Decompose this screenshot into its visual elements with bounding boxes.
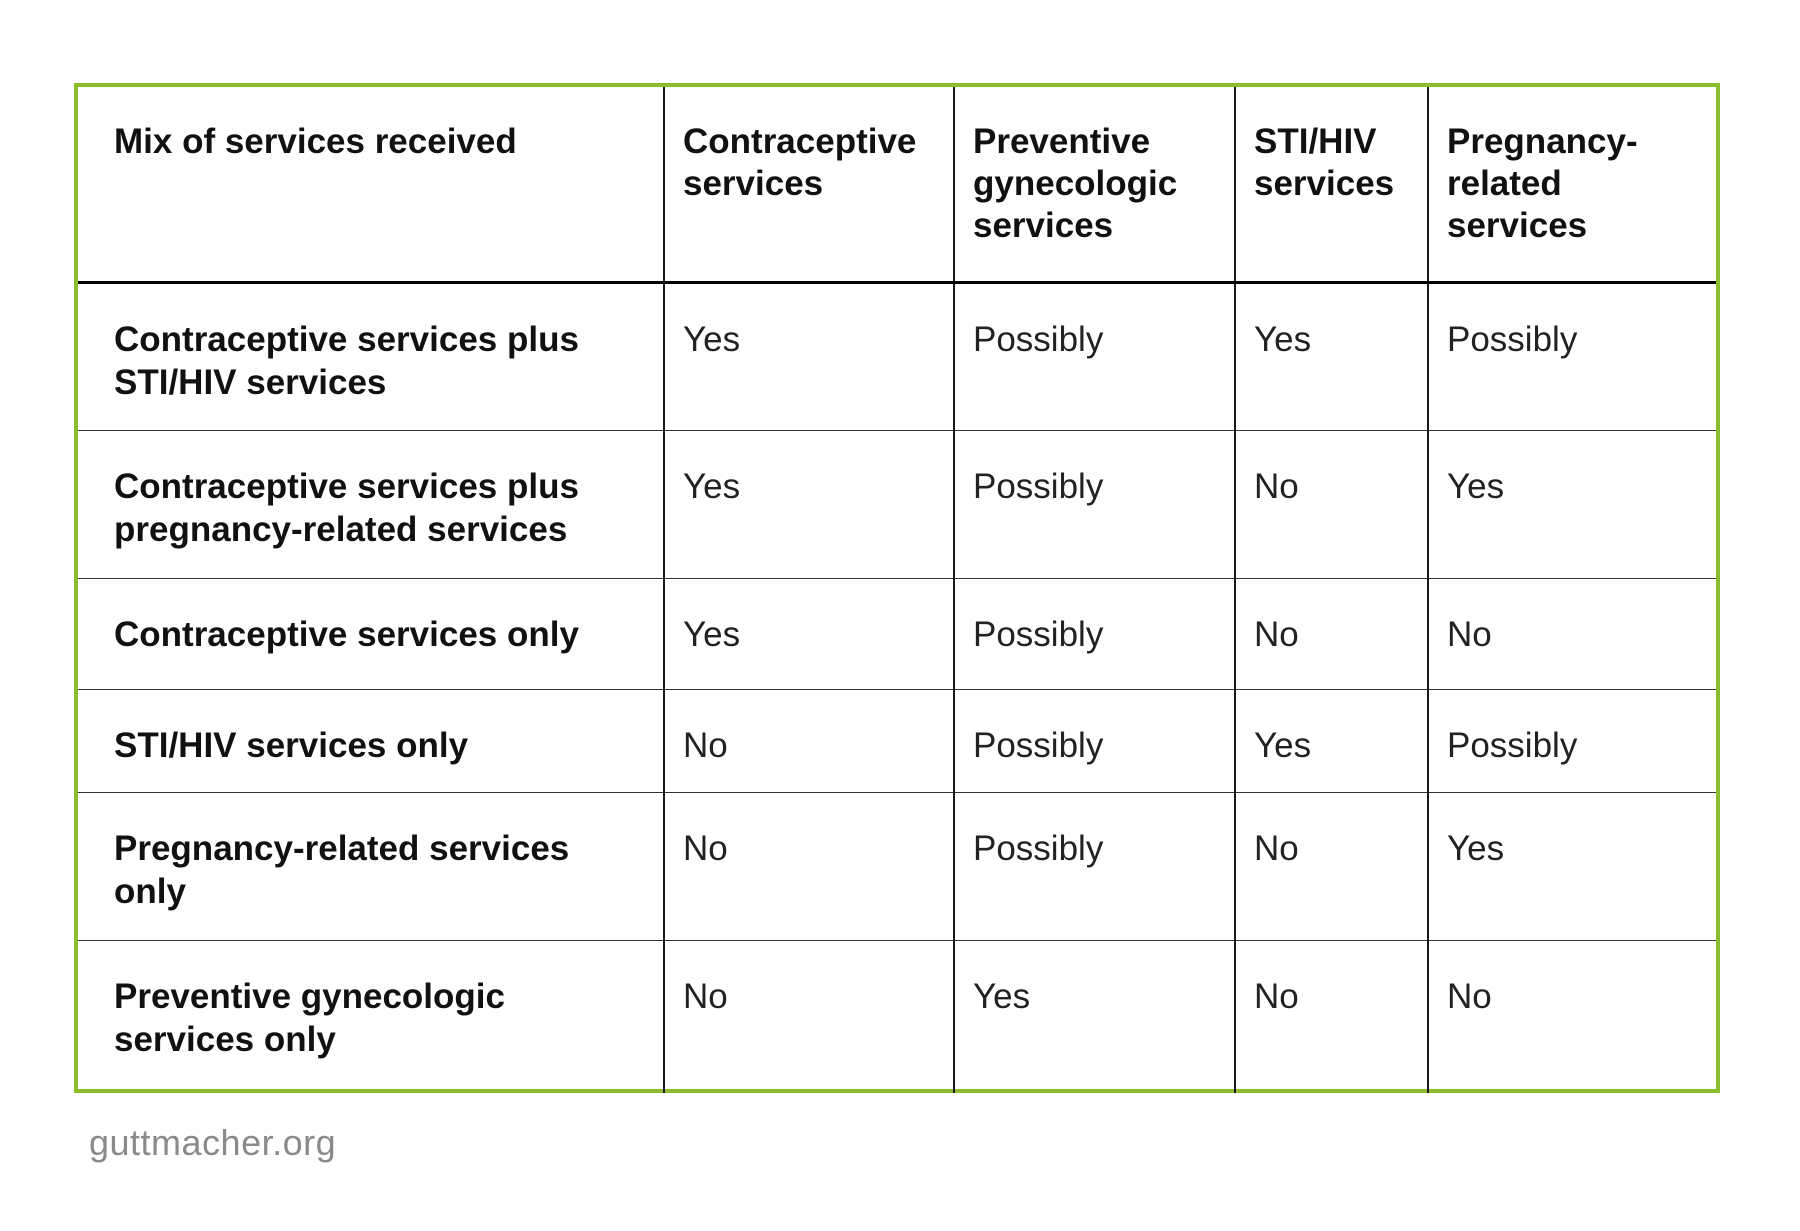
table-row: Contraceptive services only Yes Possibly… <box>78 577 1716 689</box>
table-cell: No <box>663 688 954 792</box>
table-cell: Possibly <box>953 577 1235 689</box>
table-cell: No <box>663 791 954 940</box>
table-cell: Yes <box>1427 791 1716 940</box>
table-row: Preventive gynecologic services only No … <box>78 939 1716 1093</box>
table-row: Contraceptive services plus pregnancy-re… <box>78 429 1716 578</box>
source-credit: guttmacher.org <box>89 1122 337 1163</box>
table-row: Contraceptive services plus STI/HIV serv… <box>78 281 1716 430</box>
table-cell: Yes <box>953 939 1235 1093</box>
row-label: Contraceptive services only <box>78 577 664 689</box>
table-cell: Possibly <box>1427 281 1716 430</box>
row-label: Pregnancy-related services only <box>78 791 664 940</box>
column-header-sti-hiv: STI/HIV services <box>1234 87 1428 284</box>
table-cell: Yes <box>1427 429 1716 578</box>
table-cell: No <box>1427 577 1716 689</box>
table-cell: Possibly <box>1427 688 1716 792</box>
row-label: STI/HIV services only <box>78 688 664 792</box>
row-label: Contraceptive services plus pregnancy-re… <box>78 429 664 578</box>
table-cell: No <box>1234 577 1428 689</box>
table-row: STI/HIV services only No Possibly Yes Po… <box>78 688 1716 792</box>
table-cell: No <box>1234 429 1428 578</box>
services-table: Mix of services received Contraceptive s… <box>78 87 1716 1093</box>
row-label: Preventive gynecologic services only <box>78 939 664 1093</box>
services-table-frame: Mix of services received Contraceptive s… <box>74 83 1720 1093</box>
table-cell: Possibly <box>953 791 1235 940</box>
table-cell: Possibly <box>953 281 1235 430</box>
table-cell: No <box>1427 939 1716 1093</box>
table-cell: Yes <box>1234 281 1428 430</box>
table-cell: Yes <box>1234 688 1428 792</box>
column-header-contraceptive: Contraceptive services <box>663 87 954 284</box>
table-header-row: Mix of services received Contraceptive s… <box>78 87 1716 284</box>
table-cell: Yes <box>663 281 954 430</box>
table-cell: Possibly <box>953 429 1235 578</box>
table-cell: Yes <box>663 577 954 689</box>
column-header-mix: Mix of services received <box>78 87 664 284</box>
table-row: Pregnancy-related services only No Possi… <box>78 791 1716 940</box>
table-cell: No <box>1234 791 1428 940</box>
table-cell: Yes <box>663 429 954 578</box>
column-header-preventive-gynecologic: Preventive gynecologic services <box>953 87 1235 284</box>
table-cell: Possibly <box>953 688 1235 792</box>
table-cell: No <box>1234 939 1428 1093</box>
column-header-pregnancy-related: Pregnancy-related services <box>1427 87 1716 284</box>
row-label: Contraceptive services plus STI/HIV serv… <box>78 281 664 430</box>
table-cell: No <box>663 939 954 1093</box>
